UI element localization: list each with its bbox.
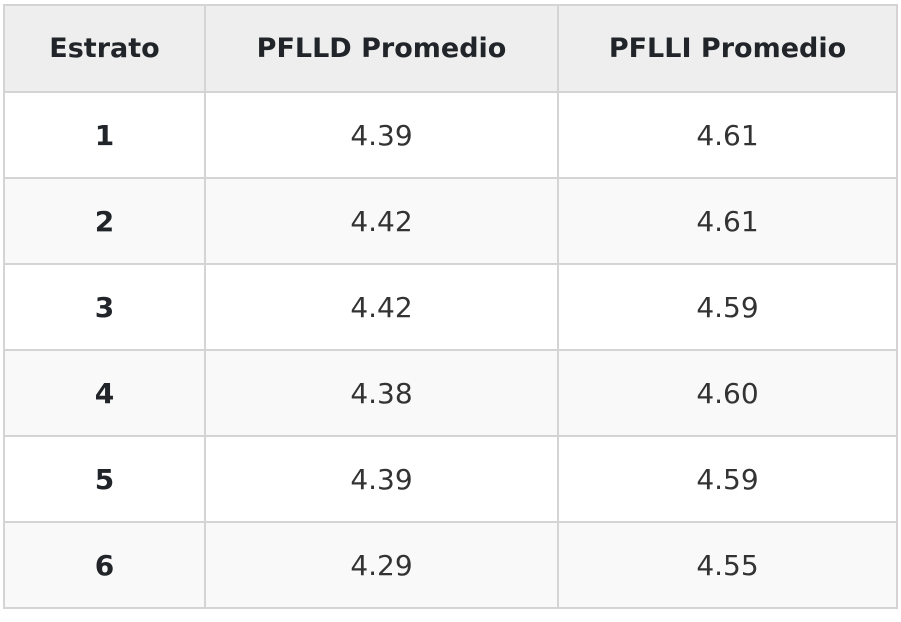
table-row: 5 4.39 4.59	[3, 435, 898, 523]
data-table-container: Estrato PFLLD Promedio PFLLI Promedio 1 …	[3, 4, 898, 609]
pflli-cell: 4.61	[557, 177, 898, 265]
pflli-cell: 4.55	[557, 521, 898, 609]
table-row: 6 4.29 4.55	[3, 521, 898, 609]
pflld-cell: 4.39	[204, 435, 559, 523]
pflli-cell: 4.59	[557, 263, 898, 351]
estrato-cell: 1	[3, 91, 206, 179]
pflld-cell: 4.29	[204, 521, 559, 609]
pflld-cell: 4.42	[204, 177, 559, 265]
table-row: 2 4.42 4.61	[3, 177, 898, 265]
data-table: Estrato PFLLD Promedio PFLLI Promedio 1 …	[3, 4, 898, 609]
pflld-cell: 4.39	[204, 91, 559, 179]
estrato-cell: 6	[3, 521, 206, 609]
estrato-cell: 4	[3, 349, 206, 437]
pflli-cell: 4.60	[557, 349, 898, 437]
pflli-cell: 4.59	[557, 435, 898, 523]
table-row: 3 4.42 4.59	[3, 263, 898, 351]
header-row: Estrato PFLLD Promedio PFLLI Promedio	[3, 4, 898, 93]
pflld-cell: 4.38	[204, 349, 559, 437]
table-body: 1 4.39 4.61 2 4.42 4.61 3 4.42 4.59 4 4.…	[3, 91, 898, 609]
column-header-pflli-promedio: PFLLI Promedio	[557, 4, 898, 93]
pflld-cell: 4.42	[204, 263, 559, 351]
table-row: 1 4.39 4.61	[3, 91, 898, 179]
estrato-cell: 2	[3, 177, 206, 265]
column-header-pflld-promedio: PFLLD Promedio	[204, 4, 559, 93]
table-row: 4 4.38 4.60	[3, 349, 898, 437]
estrato-cell: 5	[3, 435, 206, 523]
column-header-estrato: Estrato	[3, 4, 206, 93]
pflli-cell: 4.61	[557, 91, 898, 179]
estrato-cell: 3	[3, 263, 206, 351]
table-header: Estrato PFLLD Promedio PFLLI Promedio	[3, 4, 898, 93]
